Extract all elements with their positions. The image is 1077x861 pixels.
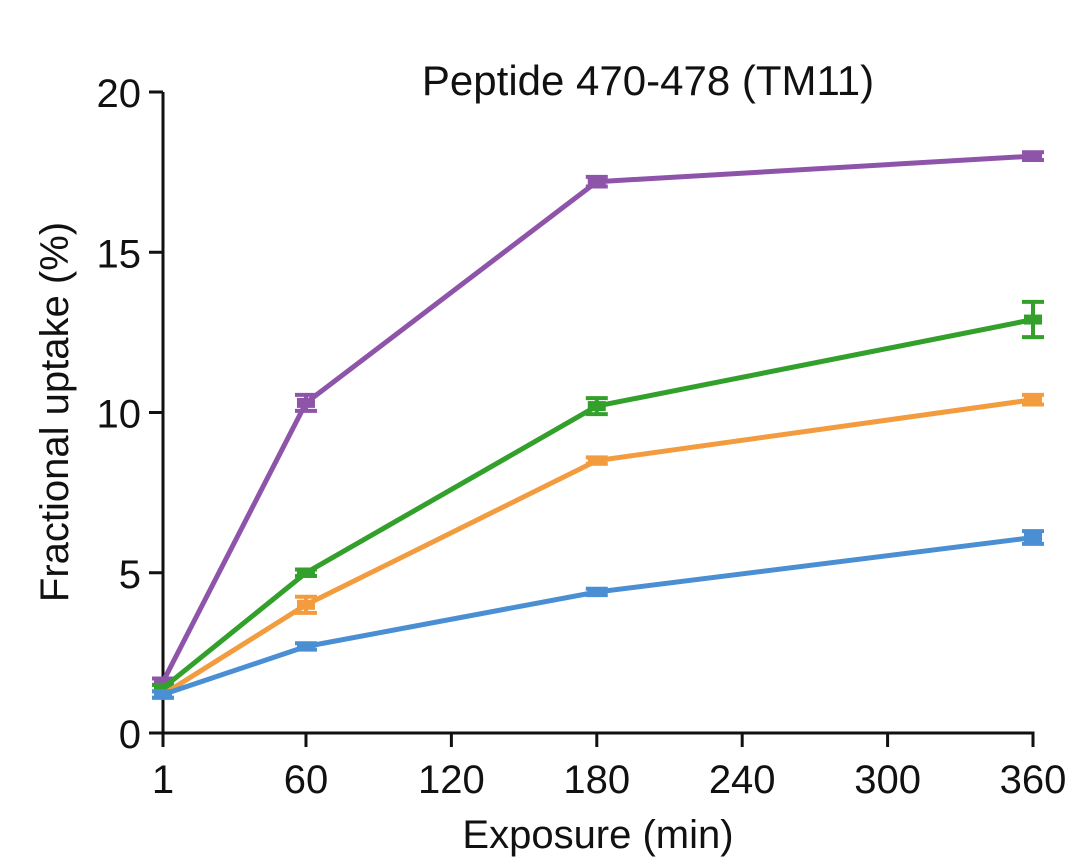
- data-point: [154, 676, 172, 687]
- y-tick-label: 10: [97, 393, 142, 437]
- chart-title: Peptide 470-478 (TM11): [422, 57, 874, 104]
- axes: 0 5 10 15 20 1 60 120 180 240 300 360: [97, 72, 1067, 802]
- x-tick-label: 120: [418, 758, 485, 802]
- data-point: [296, 397, 315, 408]
- series-2: [152, 299, 1044, 694]
- series-4: [152, 529, 1044, 700]
- x-tick-label: 360: [1000, 758, 1067, 802]
- series-line: [162, 535, 1034, 697]
- data-point: [587, 455, 606, 466]
- series-line: [160, 153, 1034, 683]
- data-point: [1024, 314, 1042, 325]
- series-line: [161, 317, 1034, 691]
- data-series: [152, 150, 1044, 700]
- y-tick-label: 0: [119, 713, 141, 757]
- data-point: [587, 176, 606, 187]
- data-point: [296, 641, 315, 652]
- series-line: [161, 397, 1034, 697]
- data-point: [1024, 151, 1042, 162]
- x-axis-label: Exposure (min): [462, 813, 733, 857]
- data-point: [296, 567, 315, 578]
- data-point: [296, 599, 315, 610]
- data-point: [154, 683, 172, 694]
- x-tick-label: 180: [563, 758, 630, 802]
- data-point: [587, 586, 606, 597]
- y-tick-label: 15: [97, 232, 142, 276]
- y-tick-label: 20: [97, 72, 142, 116]
- y-axis-label: Fractional uptake (%): [33, 222, 77, 602]
- data-point: [587, 401, 606, 412]
- data-point: [1024, 394, 1042, 405]
- y-tick-label: 5: [119, 553, 141, 597]
- data-point: [154, 689, 172, 700]
- x-tick-label: 60: [284, 758, 329, 802]
- x-tick-label: 1: [152, 758, 174, 802]
- x-tick-label: 300: [854, 758, 921, 802]
- data-point: [1024, 532, 1042, 543]
- x-tick-label: 240: [709, 758, 776, 802]
